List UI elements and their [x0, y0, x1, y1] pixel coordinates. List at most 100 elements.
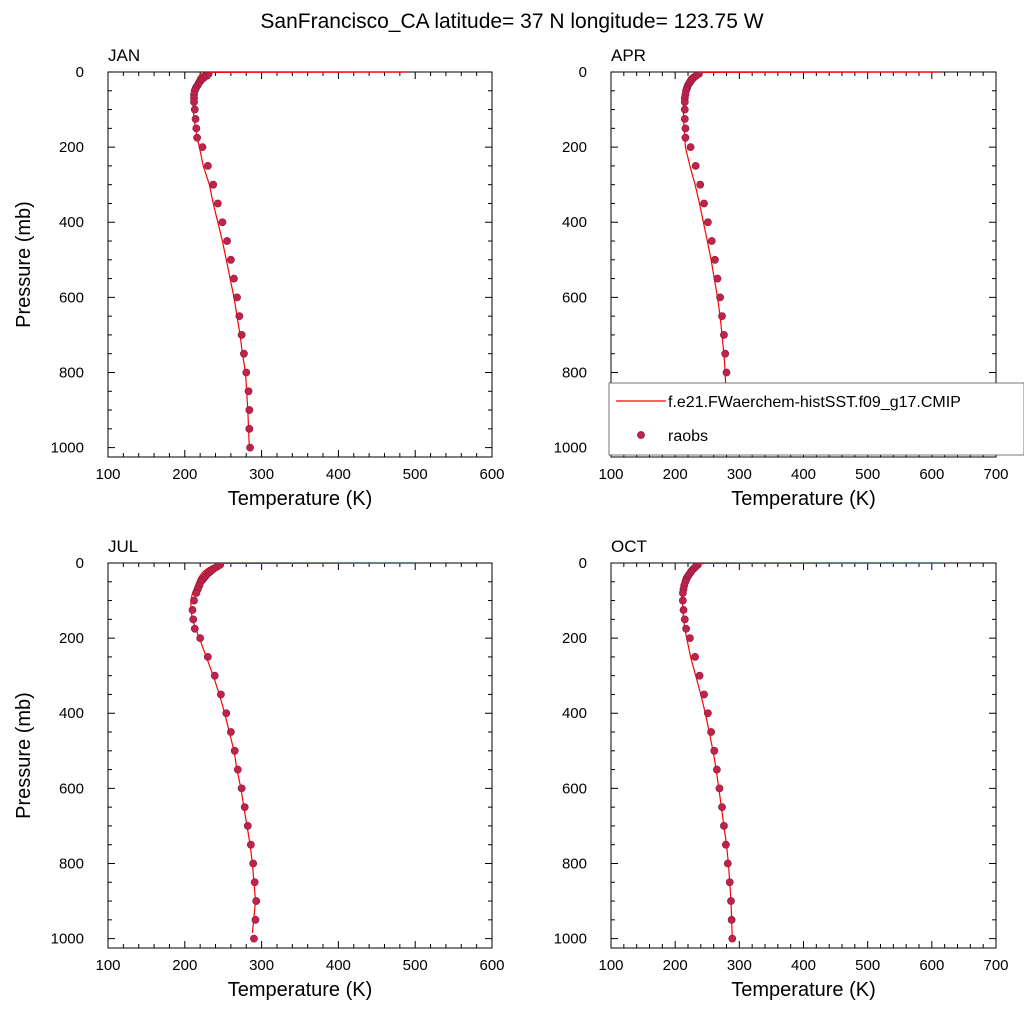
x-axis-label: Temperature (K) — [731, 979, 876, 1001]
x-tick-label: 700 — [983, 466, 1008, 483]
raobs-point — [681, 124, 690, 133]
plot-frame — [107, 562, 493, 949]
raobs-point — [188, 606, 197, 614]
raobs-point — [700, 690, 708, 699]
raobs-point — [725, 878, 734, 887]
plot-frame — [610, 562, 997, 949]
raobs-point — [728, 934, 737, 943]
panel-title: OCT — [611, 537, 647, 556]
figure-title: SanFrancisco_CA latitude= 37 N longitude… — [260, 10, 763, 33]
raobs-point — [243, 822, 252, 830]
y-tick-label: 1000 — [554, 440, 587, 457]
panel-oct: 100 200 300 400 500 600 700 0 200 400 600 800 1000 Te… — [554, 537, 1009, 1001]
y-tick-label: 800 — [59, 855, 84, 872]
x-tick-label: 400 — [326, 957, 351, 974]
raobs-point — [251, 915, 260, 924]
panels: 100 200 300 400 500 600 0 200 400 600 800 1000 Tempe… — [13, 46, 1009, 1001]
raobs-point — [707, 728, 715, 736]
x-tick-label: 600 — [479, 466, 504, 483]
x-tick-label: 300 — [727, 466, 752, 483]
plot-data — [188, 563, 416, 943]
raobs-point — [720, 822, 728, 830]
panel-jul: 100 200 300 400 500 600 0 200 400 600 800 1000 Tempe… — [13, 537, 505, 1001]
x-tick-label: 300 — [249, 957, 274, 974]
raobs-point — [703, 709, 712, 718]
y-tick-label: 200 — [562, 139, 587, 156]
raobs-point — [678, 596, 687, 605]
raobs-point — [718, 803, 726, 812]
y-tick-label: 600 — [562, 289, 587, 306]
raobs-point — [727, 897, 735, 905]
raobs-point — [686, 634, 694, 643]
plot-frame — [107, 71, 493, 458]
raobs-point — [203, 162, 212, 170]
raobs-point — [723, 859, 732, 868]
raobs-point — [191, 115, 200, 123]
plot-data — [190, 72, 408, 452]
x-tick-label: 600 — [479, 957, 504, 974]
y-tick-label: 200 — [59, 139, 84, 156]
raobs-point — [250, 878, 259, 887]
model-profile-line — [190, 563, 416, 934]
raobs-point — [720, 331, 728, 339]
y-tick-label: 400 — [59, 214, 84, 231]
raobs-point — [680, 98, 689, 106]
x-tick-label: 600 — [919, 957, 944, 974]
y-tick-label: 200 — [562, 630, 587, 647]
raobs-point — [233, 765, 242, 774]
raobs-point — [223, 237, 231, 245]
x-tick-label: 200 — [663, 466, 688, 483]
raobs-point — [691, 162, 700, 170]
raobs-point — [703, 218, 712, 227]
x-tick-label: 200 — [663, 957, 688, 974]
y-tick-label: 800 — [562, 855, 587, 872]
raobs-point — [721, 349, 730, 358]
x-tick-label: 300 — [727, 957, 752, 974]
panel-jan: 100 200 300 400 500 600 0 200 400 600 800 1000 Tempe… — [13, 46, 505, 510]
raobs-point — [680, 115, 689, 123]
x-tick-label: 500 — [855, 466, 880, 483]
raobs-point — [711, 255, 719, 264]
raobs-point — [695, 671, 704, 680]
raobs-point — [712, 765, 721, 774]
y-axis-label: Pressure (mb) — [13, 201, 35, 328]
raobs-point — [222, 709, 231, 718]
raobs-point — [686, 143, 695, 152]
panel-title: JAN — [108, 46, 140, 65]
x-tick-label: 100 — [95, 957, 120, 974]
y-tick-label: 0 — [579, 64, 587, 81]
raobs-point — [680, 615, 689, 624]
x-tick-label: 500 — [403, 957, 428, 974]
y-tick-label: 400 — [562, 214, 587, 231]
legend-box — [608, 382, 1024, 456]
raobs-point — [240, 349, 248, 358]
raobs-point — [710, 746, 719, 755]
raobs-point — [679, 606, 688, 614]
raobs-point — [716, 293, 724, 302]
y-axis-label: Pressure (mb) — [13, 692, 35, 819]
x-tick-label: 400 — [791, 957, 816, 974]
raobs-point — [727, 915, 736, 924]
raobs-point — [233, 293, 241, 302]
x-tick-label: 500 — [403, 466, 428, 483]
raobs-point — [237, 331, 246, 339]
raobs-point — [196, 634, 205, 643]
raobs-point — [209, 180, 218, 189]
raobs-point — [245, 406, 254, 414]
raobs-point — [715, 784, 724, 793]
raobs-point — [249, 859, 258, 868]
raobs-point — [192, 589, 201, 597]
raobs-point — [250, 934, 258, 943]
y-tick-label: 600 — [59, 780, 84, 797]
raobs-point — [193, 133, 201, 142]
plot-data — [678, 563, 945, 943]
y-tick-label: 600 — [59, 289, 84, 306]
raobs-point — [203, 653, 212, 661]
raobs-point — [226, 255, 235, 264]
x-tick-label: 400 — [326, 466, 351, 483]
y-tick-label: 400 — [562, 705, 587, 722]
x-tick-label: 200 — [172, 466, 197, 483]
raobs-point — [237, 784, 246, 793]
raobs-point — [213, 199, 222, 208]
